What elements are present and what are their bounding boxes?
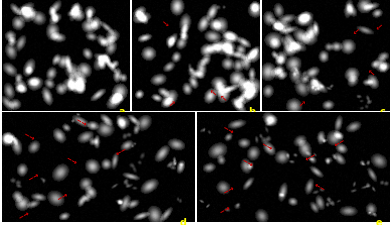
Text: c: c xyxy=(379,107,385,117)
Text: a: a xyxy=(118,107,125,117)
Text: e: e xyxy=(376,217,382,225)
Text: b: b xyxy=(248,107,255,117)
Text: d: d xyxy=(180,217,187,225)
